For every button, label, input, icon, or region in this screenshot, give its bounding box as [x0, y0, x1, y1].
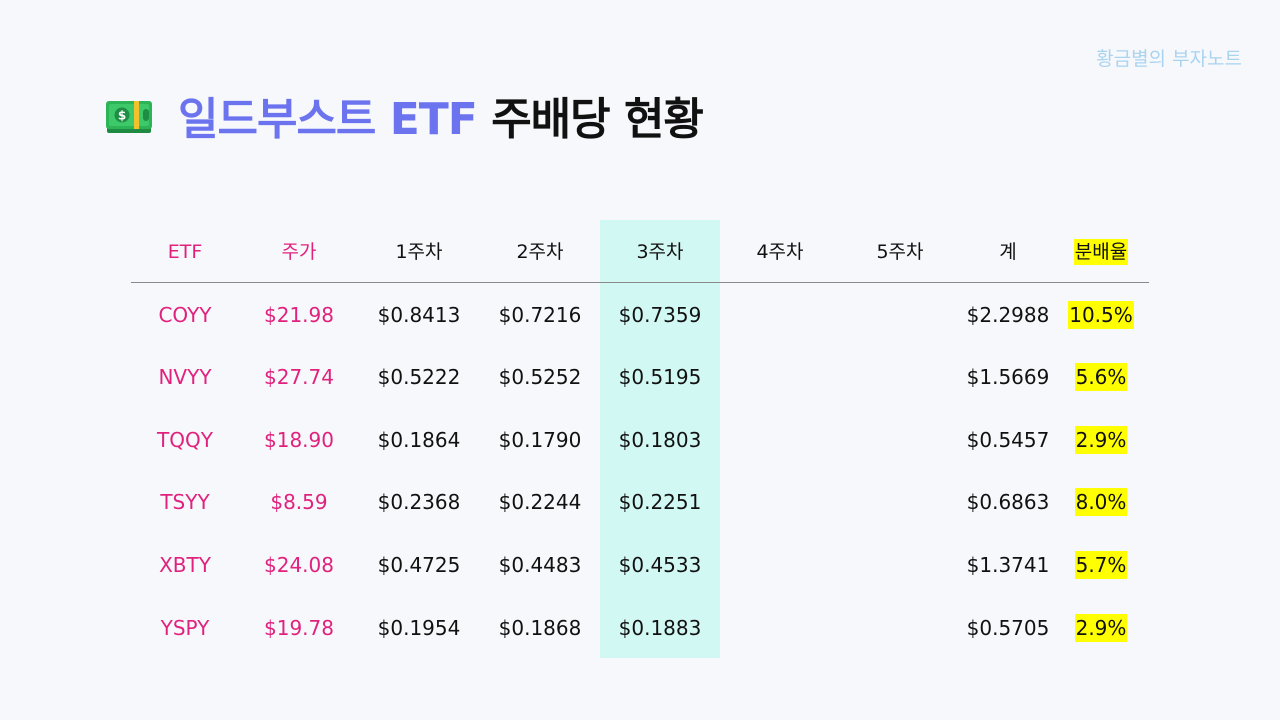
cell-price: $24.08: [264, 553, 334, 577]
cell-week3: $0.1803: [618, 428, 702, 452]
cell-price: $19.78: [264, 616, 334, 640]
header-yield-label: 분배율: [1073, 239, 1129, 265]
cell-week1: $0.5222: [377, 365, 461, 389]
cell-week1: $0.8413: [377, 303, 461, 327]
table-row: TSYY $8.59 $0.2368 $0.2244 $0.2251 $0.68…: [0, 482, 1280, 522]
money-bill-icon: $: [106, 101, 152, 133]
cell-yield: 8.0%: [1068, 482, 1134, 522]
watermark: 황금별의 부자노트: [1096, 48, 1242, 70]
cell-week1: $0.2368: [377, 490, 461, 514]
cell-total: $1.5669: [966, 365, 1050, 389]
cell-yield-value: 5.6%: [1074, 363, 1128, 391]
cell-etf: XBTY: [159, 553, 211, 577]
cell-week1: $0.4725: [377, 553, 461, 577]
cell-week2: $0.1790: [498, 428, 582, 452]
cell-total: $0.5457: [966, 428, 1050, 452]
header-week3: 3주차: [636, 241, 684, 263]
cell-week3: $0.1883: [618, 616, 702, 640]
cell-total: $1.3741: [966, 553, 1050, 577]
cell-week4: [720, 420, 840, 460]
cell-yield-value: 8.0%: [1074, 488, 1128, 516]
cell-week2: $0.2244: [498, 490, 582, 514]
cell-yield-value: 5.7%: [1074, 551, 1128, 579]
cell-week3: $0.4533: [618, 553, 702, 577]
cell-yield-value: 2.9%: [1074, 426, 1128, 454]
cell-yield: 5.6%: [1068, 357, 1134, 397]
table-header-row: ETF 주가 1주차 2주차 3주차 4주차 5주차 계 분배율: [0, 232, 1280, 272]
table-row: XBTY $24.08 $0.4725 $0.4483 $0.4533 $1.3…: [0, 545, 1280, 585]
cell-etf: TSYY: [160, 490, 210, 514]
cell-etf: COYY: [158, 303, 212, 327]
cell-week5: [840, 420, 960, 460]
table-row: COYY $21.98 $0.8413 $0.7216 $0.7359 $2.2…: [0, 295, 1280, 335]
header-total: 계: [999, 241, 1017, 263]
table-row: YSPY $19.78 $0.1954 $0.1868 $0.1883 $0.5…: [0, 608, 1280, 648]
header-yield: 분배율: [1068, 232, 1134, 272]
cell-week4: [720, 482, 840, 522]
table-row: NVYY $27.74 $0.5222 $0.5252 $0.5195 $1.5…: [0, 357, 1280, 397]
cell-week2: $0.5252: [498, 365, 582, 389]
cell-week2: $0.1868: [498, 616, 582, 640]
cell-yield-value: 10.5%: [1068, 301, 1134, 329]
cell-price: $27.74: [264, 365, 334, 389]
cell-week3: $0.5195: [618, 365, 702, 389]
cell-week4: [720, 608, 840, 648]
cell-week5: [840, 482, 960, 522]
cell-week2: $0.4483: [498, 553, 582, 577]
week3-highlight-column: [600, 220, 720, 658]
cell-total: $2.2988: [966, 303, 1050, 327]
cell-week5: [840, 357, 960, 397]
cell-week3: $0.2251: [618, 490, 702, 514]
header-week1: 1주차: [395, 241, 443, 263]
cell-yield: 2.9%: [1068, 420, 1134, 460]
cell-week4: [720, 357, 840, 397]
cell-etf: TQQY: [157, 428, 213, 452]
cell-price: $21.98: [264, 303, 334, 327]
header-etf: ETF: [167, 241, 203, 263]
title-text: 일드부스트 ETF 주배당 현황: [178, 83, 704, 147]
cell-week5: [840, 545, 960, 585]
cell-week1: $0.1864: [377, 428, 461, 452]
header-week5: 5주차: [876, 241, 924, 263]
cell-price: $8.59: [270, 490, 328, 514]
cell-total: $0.6863: [966, 490, 1050, 514]
cell-yield: 5.7%: [1068, 545, 1134, 585]
table-row: TQQY $18.90 $0.1864 $0.1790 $0.1803 $0.5…: [0, 420, 1280, 460]
cell-etf: NVYY: [158, 365, 212, 389]
cell-week4: [720, 295, 840, 335]
cell-week2: $0.7216: [498, 303, 582, 327]
cell-week1: $0.1954: [377, 616, 461, 640]
header-divider: [131, 282, 1149, 283]
cell-price: $18.90: [264, 428, 334, 452]
title-accent: 일드부스트 ETF: [178, 94, 478, 145]
cell-yield: 2.9%: [1068, 608, 1134, 648]
cell-week5: [840, 608, 960, 648]
header-price: 주가: [281, 241, 317, 263]
cell-week5: [840, 295, 960, 335]
cell-week4: [720, 545, 840, 585]
page-title: $ 일드부스트 ETF 주배당 현황: [104, 83, 704, 147]
cell-yield: 10.5%: [1068, 295, 1134, 335]
svg-text:$: $: [118, 109, 126, 123]
cell-week3: $0.7359: [618, 303, 702, 327]
cell-etf: YSPY: [160, 616, 210, 640]
title-rest: 주배당 현황: [491, 94, 704, 145]
header-week2: 2주차: [516, 241, 564, 263]
cell-total: $0.5705: [966, 616, 1050, 640]
cell-yield-value: 2.9%: [1074, 614, 1128, 642]
header-week4: 4주차: [756, 241, 804, 263]
